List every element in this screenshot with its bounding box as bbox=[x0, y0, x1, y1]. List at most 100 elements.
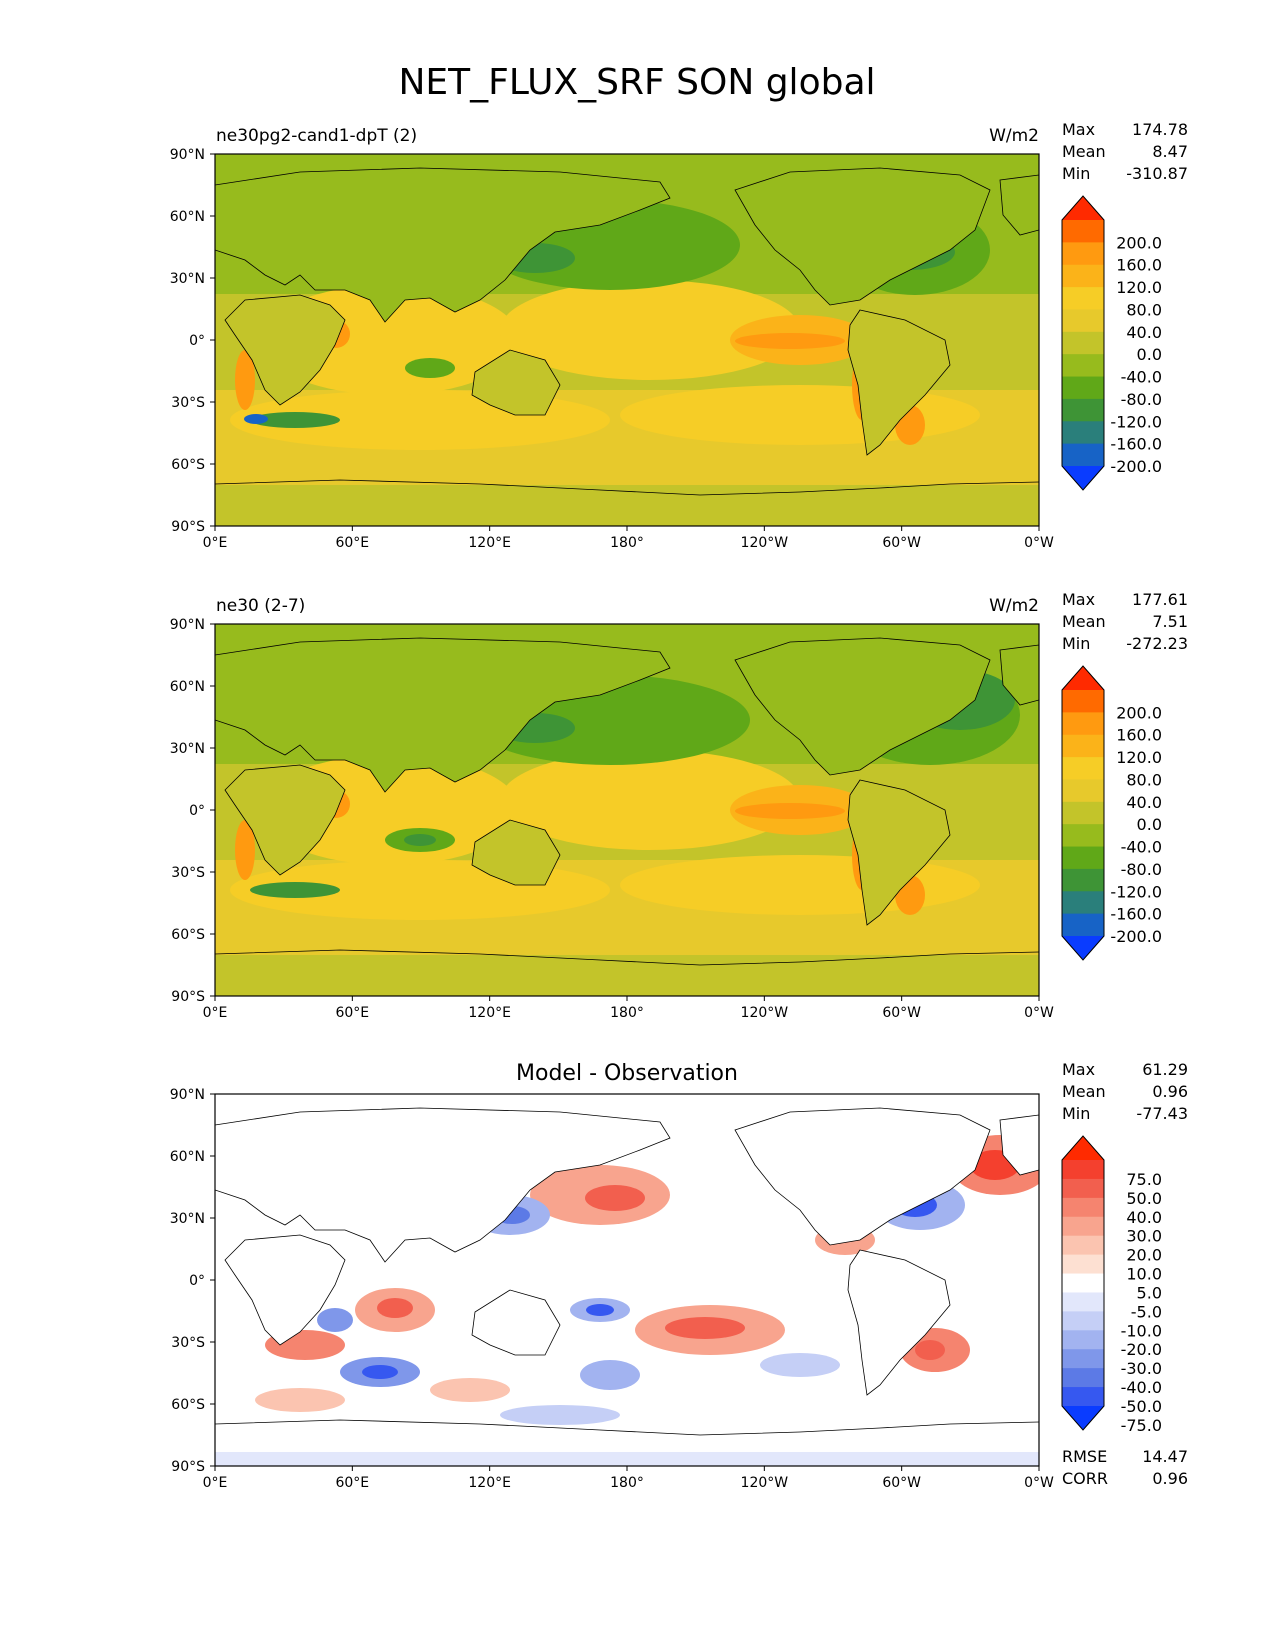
stat-corr-value-3: 0.96 bbox=[1152, 1469, 1188, 1488]
y-tick-label-1-3: 0° bbox=[189, 333, 205, 349]
stat-mean-value-1: 8.47 bbox=[1152, 142, 1188, 161]
stat-min-label-3: Min bbox=[1062, 1104, 1090, 1123]
stat-mean-value-3: 0.96 bbox=[1152, 1082, 1188, 1101]
colorbar-outline-3 bbox=[1061, 1135, 1105, 1431]
indian-ocean-cool-2b bbox=[404, 834, 436, 846]
stat-mean-label-2: Mean bbox=[1062, 612, 1106, 631]
colorbar-label-1-2: 120.0 bbox=[1116, 278, 1162, 297]
y-tick-label-3-3: 0° bbox=[189, 1273, 205, 1289]
x-tick-label-1-0: 0°E bbox=[203, 535, 228, 551]
x-tick-label-1-1: 60°E bbox=[335, 535, 369, 551]
map-field-3 bbox=[215, 1094, 1039, 1466]
anomaly-satl-3b bbox=[915, 1340, 945, 1360]
y-tick-label-3-6: 90°S bbox=[171, 1459, 205, 1475]
stat-max-label-1: Max bbox=[1062, 120, 1095, 139]
colorbar-label-3-7: -5.0 bbox=[1131, 1302, 1162, 1321]
colorbar-swatch-3-6 bbox=[1062, 1273, 1104, 1293]
anomaly-ind-blue-3b bbox=[362, 1365, 398, 1379]
y-tick-label-1-5: 60°S bbox=[171, 457, 205, 473]
stats-1: Max 174.78 Mean 8.47 Min -310.87 bbox=[1062, 120, 1188, 183]
x-tick-label-1-4: 120°W bbox=[741, 535, 789, 551]
eq-pacific-1 bbox=[735, 333, 845, 349]
colorbar-swatch-1-0 bbox=[1062, 220, 1104, 243]
stat-max-value-3: 61.29 bbox=[1142, 1060, 1188, 1079]
colorbar-label-2-4: 40.0 bbox=[1126, 793, 1162, 812]
colorbar-label-2-10: -200.0 bbox=[1110, 927, 1162, 946]
agulhas-1b bbox=[244, 414, 268, 424]
x-axis-3: 0°E 60°E 120°E 180° 120°W 60°W 0°W bbox=[203, 1466, 1054, 1491]
colorbar-label-1-5: 0.0 bbox=[1137, 345, 1162, 364]
colorbar-extend-top-3 bbox=[1062, 1136, 1104, 1160]
colorbar-swatch-3-12 bbox=[1062, 1387, 1104, 1407]
colorbar-extend-bottom-2 bbox=[1062, 936, 1104, 960]
x-tick-label-3-1: 60°E bbox=[335, 1475, 369, 1491]
colorbar-label-2-7: -80.0 bbox=[1121, 860, 1162, 879]
colorbar-label-2-2: 120.0 bbox=[1116, 748, 1162, 767]
anomaly-npac-3b bbox=[585, 1185, 645, 1211]
anomaly-nz-3 bbox=[580, 1360, 640, 1390]
africa-coast-2 bbox=[235, 820, 255, 880]
stat-mean-label-3: Mean bbox=[1062, 1082, 1106, 1101]
x-tick-label-2-3: 180° bbox=[610, 1005, 644, 1021]
stat-min-value-2: -272.23 bbox=[1126, 634, 1188, 653]
stat-max-value-1: 174.78 bbox=[1132, 120, 1188, 139]
colorbar-label-3-2: 40.0 bbox=[1126, 1208, 1162, 1227]
y-axis-1: 90°N 60°N 30°N 0° 30°S 60°S 90°S bbox=[170, 147, 215, 535]
panel-units-1: W/m2 bbox=[989, 126, 1039, 146]
x-tick-label-2-5: 60°W bbox=[882, 1005, 921, 1021]
colorbar-swatch-2-1 bbox=[1062, 712, 1104, 736]
anomaly-sepac-3 bbox=[760, 1353, 840, 1377]
y-tick-label-3-4: 30°S bbox=[171, 1335, 205, 1351]
colorbar-swatch-2-7 bbox=[1062, 846, 1104, 870]
colorbar-label-1-8: -120.0 bbox=[1110, 412, 1162, 431]
y-tick-label-1-6: 90°S bbox=[171, 519, 205, 535]
colorbar-label-3-10: -30.0 bbox=[1121, 1359, 1162, 1378]
indian-ocean-cool-1 bbox=[405, 358, 455, 378]
colorbar-label-1-4: 40.0 bbox=[1126, 323, 1162, 342]
land-samerica-3 bbox=[847, 1249, 951, 1396]
colorbar-swatch-1-5 bbox=[1062, 331, 1104, 355]
colorbar-label-3-3: 30.0 bbox=[1126, 1227, 1162, 1246]
panel-2: ne30 (2-7) W/m2 Max 177.61 Mean 7.51 Min… bbox=[170, 590, 1188, 1021]
colorbar-swatch-1-3 bbox=[1062, 287, 1104, 310]
land-samerica-1 bbox=[847, 309, 951, 456]
colorbar-swatch-3-9 bbox=[1062, 1330, 1104, 1350]
colorbar-3: 75.050.040.030.020.010.05.0-5.0-10.0-20.… bbox=[1061, 1135, 1162, 1435]
anomaly-so-3b bbox=[430, 1378, 510, 1402]
colorbar-swatch-3-2 bbox=[1062, 1197, 1104, 1218]
colorbar-swatch-3-11 bbox=[1062, 1368, 1104, 1388]
land-namerica-1 bbox=[734, 167, 991, 306]
colorbar-swatch-2-2 bbox=[1062, 734, 1104, 758]
antarctic-band-3 bbox=[215, 1452, 1039, 1466]
stats-3: Max 61.29 Mean 0.96 Min -77.43 RMSE 14.4… bbox=[1062, 1060, 1188, 1488]
eq-pacific-2 bbox=[735, 803, 845, 819]
y-tick-label-2-1: 60°N bbox=[170, 679, 205, 695]
x-tick-label-1-3: 180° bbox=[610, 535, 644, 551]
colorbar-label-1-0: 200.0 bbox=[1116, 233, 1162, 252]
anomaly-spac-3b bbox=[665, 1317, 745, 1339]
y-tick-label-3-2: 30°N bbox=[170, 1211, 205, 1227]
x-tick-label-2-0: 0°E bbox=[203, 1005, 228, 1021]
land-africa-1 bbox=[224, 294, 346, 406]
colorbar-extend-bottom-1 bbox=[1062, 466, 1104, 490]
land-greenland-3 bbox=[999, 1114, 1039, 1176]
tropics-pacific-2 bbox=[500, 750, 800, 850]
colorbar-1: 200.0 160.0 120.0 80.0 40.0 0.0 -40.0 -80.0 -120… bbox=[1061, 195, 1162, 491]
y-tick-label-1-2: 30°N bbox=[170, 271, 205, 287]
y-tick-label-2-3: 0° bbox=[189, 803, 205, 819]
land-australia-1 bbox=[471, 349, 561, 416]
colorbar-swatch-2-10 bbox=[1062, 913, 1104, 937]
panel-title-1: ne30pg2-cand1-dpT (2) bbox=[216, 126, 417, 146]
x-tick-label-1-5: 60°W bbox=[882, 535, 921, 551]
stat-corr-label-3: CORR bbox=[1062, 1469, 1108, 1488]
x-tick-label-3-4: 120°W bbox=[741, 1475, 789, 1491]
colorbar-label-2-9: -160.0 bbox=[1110, 905, 1162, 924]
colorbar-swatch-2-0 bbox=[1062, 690, 1104, 713]
x-tick-label-3-6: 0°W bbox=[1024, 1475, 1054, 1491]
anomaly-wio-3 bbox=[317, 1308, 353, 1332]
colorbar-swatch-2-9 bbox=[1062, 891, 1104, 915]
stat-max-value-2: 177.61 bbox=[1132, 590, 1188, 609]
x-tick-label-3-2: 120°E bbox=[468, 1475, 511, 1491]
colorbar-swatch-2-5 bbox=[1062, 801, 1104, 825]
y-tick-label-2-4: 30°S bbox=[171, 865, 205, 881]
